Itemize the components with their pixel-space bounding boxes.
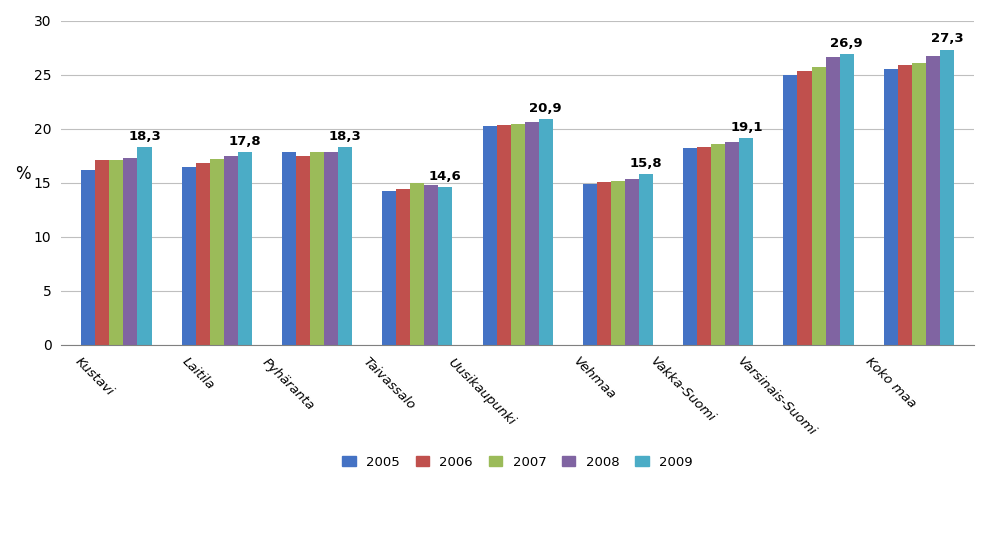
Legend: 2005, 2006, 2007, 2008, 2009: 2005, 2006, 2007, 2008, 2009 [336, 449, 699, 475]
Bar [124, 158, 137, 345]
Bar [438, 187, 452, 345]
Bar [797, 71, 812, 345]
Text: 15,8: 15,8 [630, 157, 663, 170]
Bar [382, 191, 397, 345]
Bar [912, 63, 926, 345]
Y-axis label: %: % [15, 165, 31, 183]
Text: 20,9: 20,9 [529, 101, 562, 115]
Bar [583, 184, 597, 345]
Bar [812, 67, 826, 345]
Bar [483, 126, 496, 345]
Bar [496, 125, 510, 345]
Bar [81, 170, 95, 345]
Bar [110, 160, 124, 345]
Text: 14,6: 14,6 [429, 170, 462, 183]
Bar [510, 124, 524, 345]
Bar [898, 65, 912, 345]
Text: 19,1: 19,1 [730, 121, 763, 134]
Bar [210, 159, 224, 345]
Bar [940, 50, 954, 345]
Bar [182, 167, 196, 345]
Bar [611, 181, 625, 345]
Bar [224, 156, 237, 345]
Bar [95, 160, 110, 345]
Bar [711, 144, 725, 345]
Bar [884, 69, 898, 345]
Bar [826, 57, 840, 345]
Bar [324, 152, 338, 345]
Bar [410, 183, 424, 345]
Text: 26,9: 26,9 [831, 37, 863, 50]
Bar [137, 147, 151, 345]
Bar [282, 152, 296, 345]
Bar [524, 122, 539, 345]
Bar [310, 152, 324, 345]
Bar [625, 179, 639, 345]
Bar [539, 119, 553, 345]
Text: 27,3: 27,3 [931, 32, 963, 45]
Bar [424, 185, 438, 345]
Text: 18,3: 18,3 [328, 130, 362, 143]
Bar [597, 182, 611, 345]
Bar [840, 54, 854, 345]
Bar [639, 174, 653, 345]
Bar [740, 138, 754, 345]
Bar [196, 163, 210, 345]
Bar [697, 147, 711, 345]
Bar [725, 142, 740, 345]
Bar [926, 56, 940, 345]
Bar [683, 148, 697, 345]
Bar [237, 152, 252, 345]
Bar [338, 147, 352, 345]
Text: 18,3: 18,3 [129, 130, 161, 143]
Bar [296, 156, 310, 345]
Bar [783, 75, 797, 345]
Text: 17,8: 17,8 [228, 135, 261, 148]
Bar [397, 189, 410, 345]
